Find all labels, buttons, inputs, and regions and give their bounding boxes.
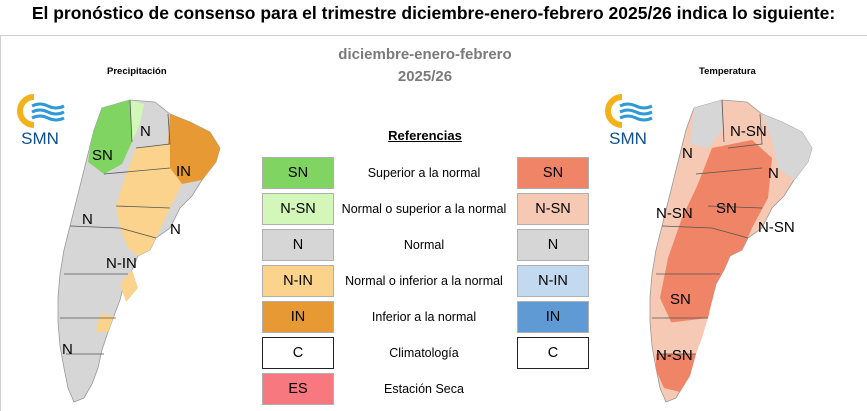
region-label: N-SN [656,205,693,222]
temp-swatch-n-sn: N-SN [517,193,589,225]
period-months: diciembre-enero-febrero [338,46,512,63]
smn-logo-icon [605,94,656,132]
region-label: N-IN [106,255,137,272]
region-label: N-SN [656,347,693,364]
precip-swatch-n: N [262,229,334,261]
period-subtitle: diciembre-enero-febrero 2025/26 [300,44,550,88]
temp-swatch-n-in: N-IN [517,265,589,297]
precip-swatch-n-sn: N-SN [262,193,334,225]
region-label: N-SN [730,123,767,140]
temp-swatch-c: C [517,337,589,369]
smn-logo-text: SMN [609,129,647,148]
precip-swatch-in: IN [262,301,334,333]
temp-swatch-n: N [517,229,589,261]
precipitation-map-title: Precipitación [107,66,167,77]
region-label: N [682,145,693,162]
legend-description: Normal [403,238,445,252]
region-label: N [170,221,181,238]
region-label: N [62,341,73,358]
legend-description: Inferior a la normal [371,310,477,324]
legend-description: Climatología [389,346,459,360]
legend-description: Superior a la normal [367,166,481,180]
region-label: SN [670,291,691,308]
smn-logo-text: SMN [21,129,59,148]
smn-logo-left: SMN [12,94,68,154]
legend-description: Normal o superior a la normal [341,202,507,216]
temperature-map: N-SN N N N-SN SN N-SN SN N-SN [649,99,813,403]
region-label: N [768,165,779,182]
temp-swatch-sn: SN [517,157,589,189]
references-heading: Referencias [388,128,462,143]
region-label: SN [716,200,737,217]
legend-description: Estación Seca [384,382,464,396]
smn-logo-icon [17,94,68,132]
precip-swatch-c: C [262,337,334,369]
smn-logo-right: SMN [600,94,656,154]
region-label: N [140,123,151,140]
forecast-panel [0,35,867,411]
page-title: El pronóstico de consenso para el trimes… [31,3,836,23]
region-label: IN [176,163,191,180]
precip-swatch-n-in: N-IN [262,265,334,297]
region-label: N [82,211,93,228]
legend-description: Normal o inferior a la normal [345,274,503,288]
period-year: 2025/26 [397,68,453,85]
precipitation-map: SN N IN N N N-IN N [57,99,221,403]
temperature-map-title: Temperatura [699,66,756,77]
region-label: SN [92,147,113,164]
temp-swatch-in: IN [517,301,589,333]
region-label: N-SN [758,219,795,236]
precip-swatch-es: ES [262,373,334,405]
precip-swatch-sn: SN [262,157,334,189]
